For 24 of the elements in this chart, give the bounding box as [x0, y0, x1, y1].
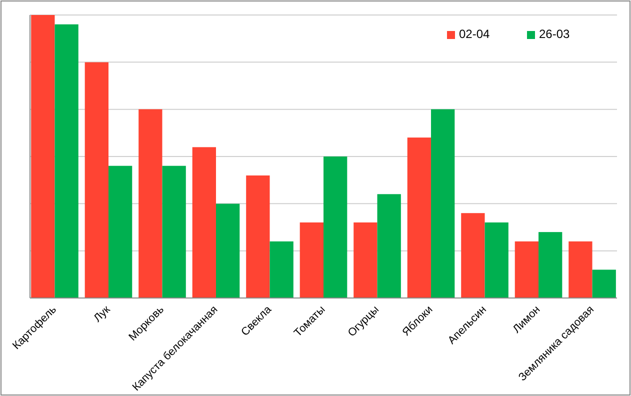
bar: [431, 109, 455, 298]
bar: [377, 194, 401, 298]
bar: [407, 138, 432, 298]
x-tick-label: Лук: [92, 304, 113, 325]
bar: [246, 175, 270, 298]
bar: [538, 232, 562, 298]
bar: [162, 166, 186, 298]
bar: [138, 109, 162, 298]
bar: [354, 222, 378, 298]
bar: [461, 213, 485, 298]
bar: [216, 204, 240, 298]
bar: [300, 222, 324, 298]
legend-label: 02-04: [459, 27, 490, 42]
bar: [514, 241, 539, 298]
bar: [192, 147, 216, 298]
bar: [270, 241, 294, 298]
bar: [592, 270, 616, 298]
bar: [568, 241, 592, 298]
bar: [484, 222, 508, 298]
bar: [84, 62, 108, 298]
legend-label: 26-03: [539, 27, 570, 42]
bar: [324, 156, 348, 298]
bar: [54, 24, 78, 298]
bar: [108, 166, 132, 298]
